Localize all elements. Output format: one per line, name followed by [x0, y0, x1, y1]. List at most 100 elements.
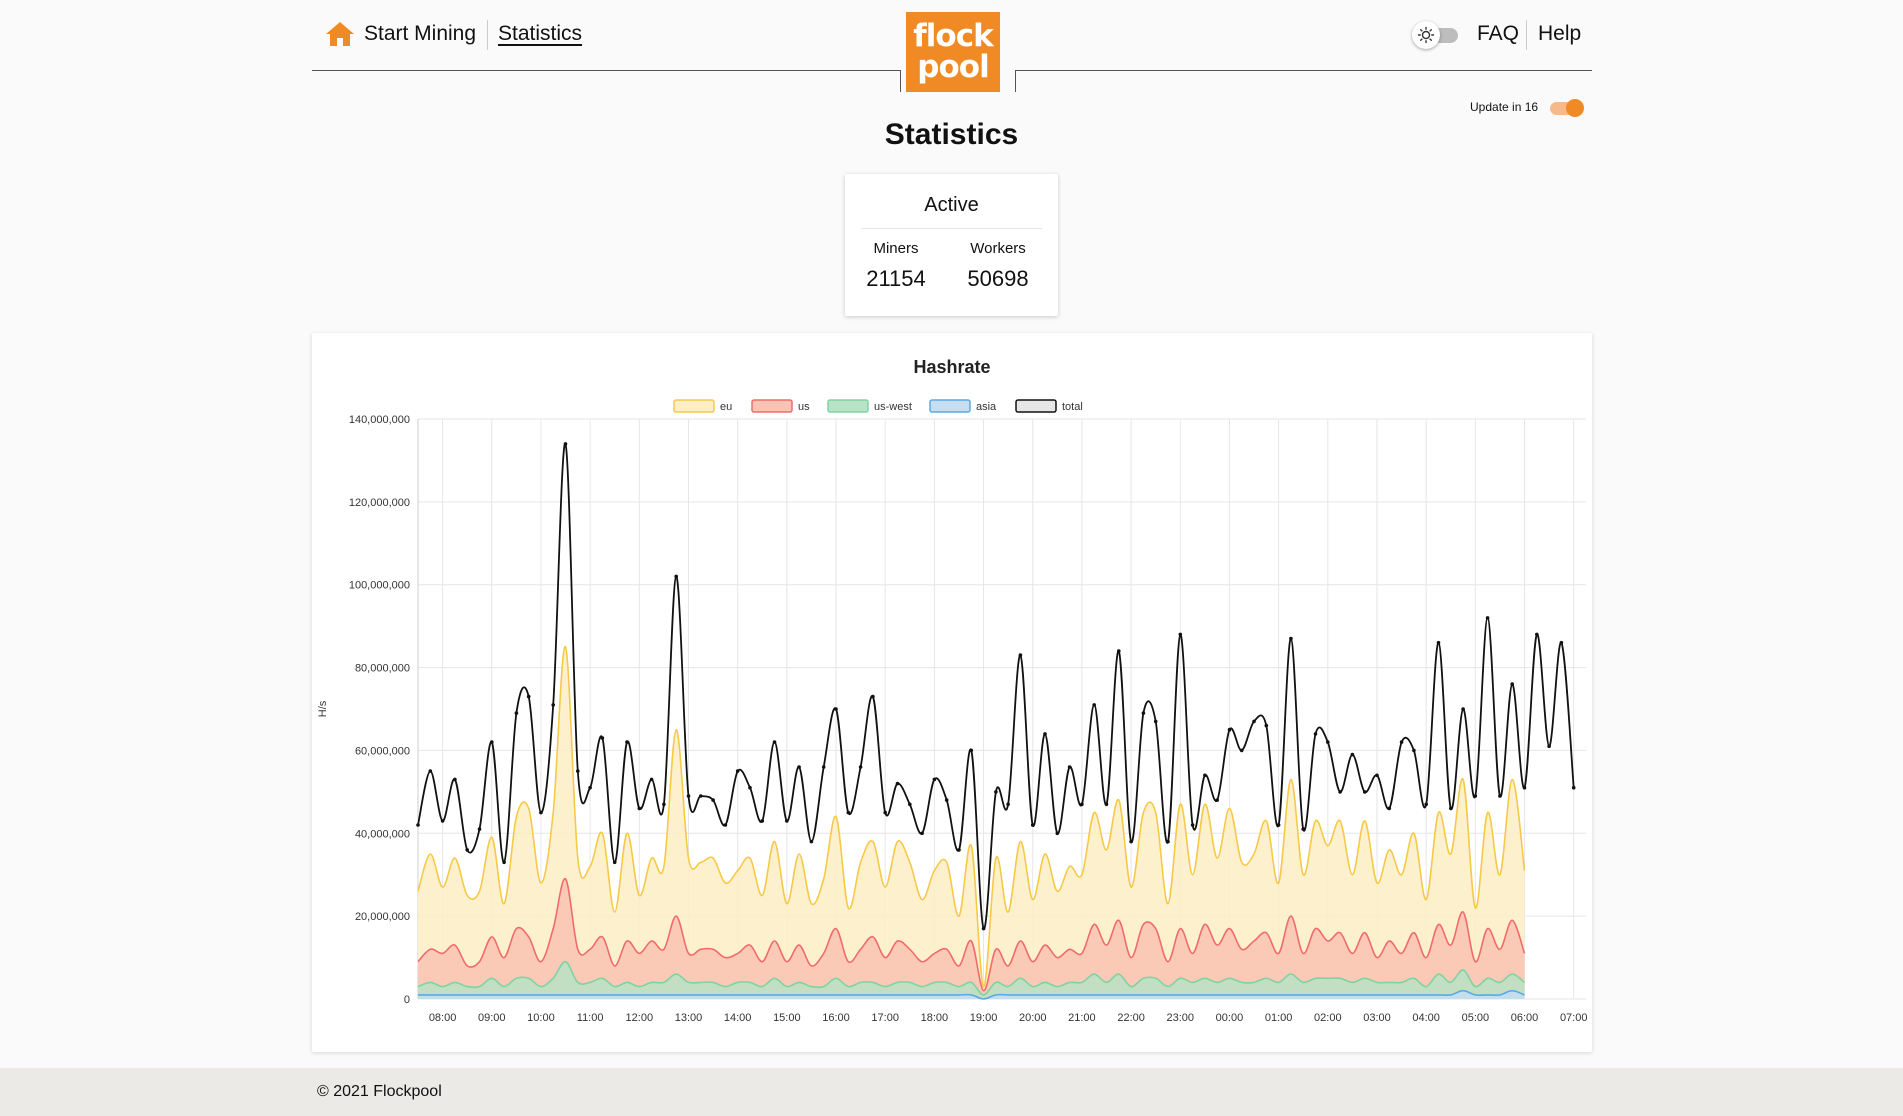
- total-point: [514, 711, 519, 715]
- y-axis-label: H/s: [317, 700, 329, 717]
- total-point: [1362, 790, 1367, 794]
- total-point: [944, 798, 949, 802]
- x-tick-label: 08:00: [429, 1012, 457, 1024]
- hashrate-card: Hashrate 0 20,000,000 40,000,000 60,000,000 8…: [312, 333, 1592, 1052]
- total-point: [821, 765, 826, 769]
- total-point: [1178, 632, 1183, 637]
- total-point: [883, 810, 887, 815]
- nav-statistics[interactable]: Statistics: [498, 22, 583, 45]
- nav-faq[interactable]: FAQ: [1477, 22, 1520, 45]
- x-tick-label: 06:00: [1511, 1012, 1539, 1024]
- total-point: [1227, 727, 1232, 732]
- total-point: [920, 831, 924, 836]
- theme-toggle[interactable]: [1412, 21, 1460, 49]
- total-point: [1449, 806, 1453, 811]
- total-point: [1547, 744, 1551, 749]
- nav-start-mining[interactable]: Start Mining: [364, 22, 477, 45]
- total-point: [1129, 839, 1133, 844]
- total-point: [1301, 827, 1305, 831]
- series-area-asia: [418, 990, 1525, 999]
- legend-swatch-us: [751, 399, 793, 413]
- x-tick-label: 22:00: [1117, 1012, 1145, 1024]
- footer-copyright: © 2021 Flockpool: [317, 1083, 442, 1100]
- x-tick-label: 19:00: [970, 1012, 998, 1024]
- legend-label-us: us: [798, 401, 810, 413]
- total-point: [1535, 632, 1539, 637]
- total-point: [1485, 616, 1490, 620]
- flockpool-logo[interactable]: flock pool: [906, 12, 1000, 92]
- total-point: [908, 802, 912, 807]
- total-point: [477, 827, 482, 831]
- series-area-us-west: [418, 961, 1525, 999]
- active-card: Active Miners 21154 Workers 50698: [845, 174, 1058, 316]
- total-point: [1350, 752, 1355, 757]
- total-point: [1239, 748, 1244, 753]
- total-point: [1313, 732, 1318, 736]
- total-point: [1252, 719, 1256, 724]
- legend-swatch-total: [1015, 399, 1057, 413]
- series-line-eu: [417, 646, 1526, 988]
- x-tick-label: 16:00: [822, 1012, 850, 1024]
- total-point: [1424, 802, 1428, 807]
- page-title: Statistics: [884, 118, 1019, 151]
- header-rule-left-drop: [900, 70, 901, 92]
- total-point: [932, 777, 937, 782]
- total-point: [871, 694, 875, 699]
- x-tick-label: 14:00: [724, 1012, 752, 1024]
- total-point: [588, 785, 592, 790]
- nav-divider: [487, 20, 488, 50]
- auto-update-knob: [1566, 99, 1584, 117]
- y-tick-label: 100,000,000: [349, 580, 410, 592]
- total-point: [576, 769, 580, 773]
- total-point: [612, 860, 617, 865]
- total-point: [1473, 794, 1478, 798]
- nav-divider: [1526, 20, 1527, 50]
- total-point: [748, 785, 752, 790]
- header-rule-right-drop: [1015, 70, 1016, 92]
- total-point: [1264, 723, 1269, 728]
- total-point: [637, 806, 642, 811]
- total-point: [1067, 765, 1072, 769]
- x-tick-label: 09:00: [478, 1012, 506, 1024]
- total-point: [723, 823, 728, 827]
- x-tick-label: 15:00: [773, 1012, 801, 1024]
- legend-swatch-us-west: [827, 399, 869, 413]
- auto-update-toggle[interactable]: [1550, 98, 1584, 118]
- total-point: [1510, 682, 1514, 686]
- x-tick-label: 07:00: [1560, 1012, 1588, 1024]
- total-point: [1018, 653, 1023, 657]
- total-point: [1030, 823, 1035, 827]
- total-point: [428, 769, 433, 773]
- header-rule-right: [1015, 70, 1592, 71]
- total-point: [1055, 831, 1060, 836]
- header: Start Mining Statistics flock pool FAQ H…: [312, 0, 1592, 100]
- workers-label: Workers: [970, 240, 1026, 257]
- total-point: [846, 810, 851, 815]
- total-point: [1338, 790, 1342, 794]
- x-tick-label: 17:00: [871, 1012, 899, 1024]
- series-area-eu: [418, 646, 1525, 999]
- total-point: [981, 926, 986, 931]
- total-point: [563, 442, 568, 446]
- total-point: [502, 860, 506, 865]
- total-point: [994, 790, 998, 794]
- home-icon[interactable]: [324, 20, 356, 48]
- total-point: [686, 794, 691, 798]
- x-tick-label: 13:00: [675, 1012, 703, 1024]
- total-point: [1387, 806, 1392, 811]
- nav-help[interactable]: Help: [1538, 22, 1582, 45]
- header-rule-left: [312, 70, 900, 71]
- total-point: [1215, 798, 1219, 802]
- legend-label-eu: eu: [720, 401, 732, 413]
- y-tick-label: 60,000,000: [355, 745, 410, 757]
- active-card-title: Active: [924, 194, 979, 216]
- total-point: [539, 810, 543, 815]
- total-point: [1080, 802, 1084, 807]
- total-point: [526, 694, 531, 699]
- total-point: [1104, 802, 1109, 807]
- total-point: [1276, 823, 1281, 827]
- total-point: [1043, 732, 1047, 736]
- total-point: [490, 740, 494, 744]
- total-point: [1436, 640, 1441, 645]
- logo-line-1: flock: [913, 18, 993, 54]
